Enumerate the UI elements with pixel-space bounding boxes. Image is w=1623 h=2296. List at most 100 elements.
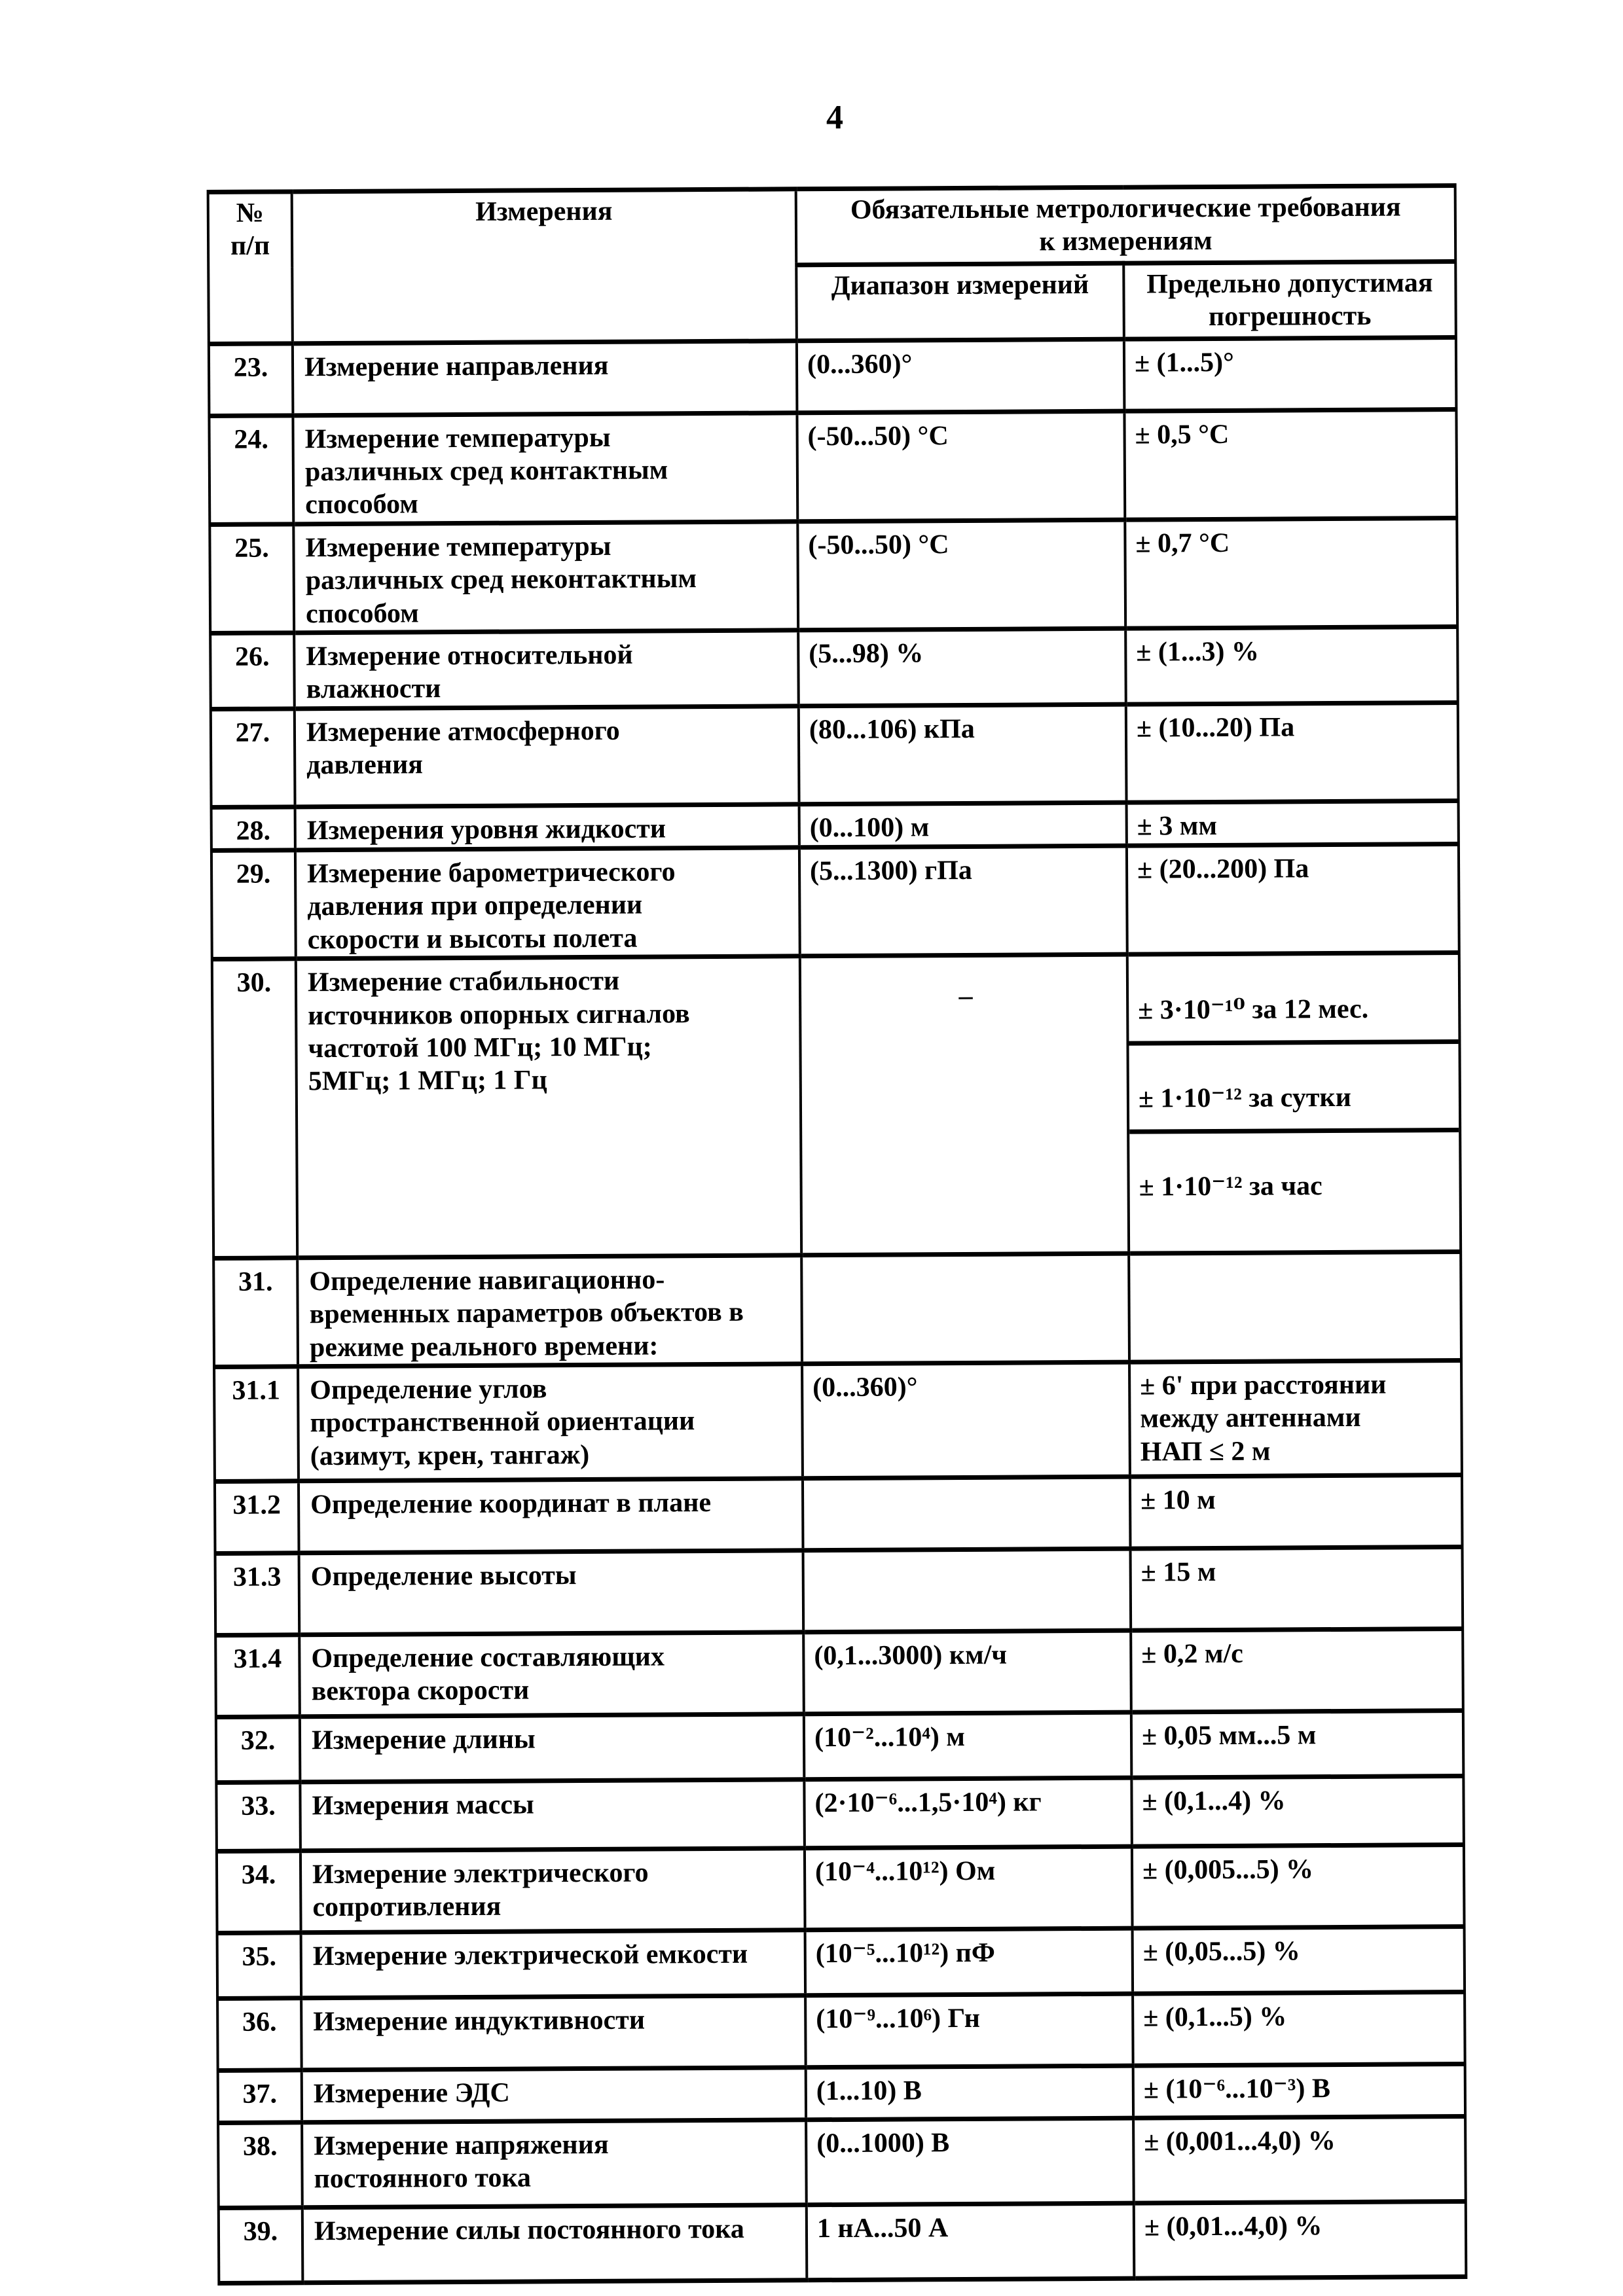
table-row: 33. Измерения массы (2·10⁻⁶...1,5·10⁴) к… [216, 1776, 1464, 1852]
row-num-cell: 29. [211, 850, 296, 960]
error-cell: ± (10⁻⁶...10⁻³) В [1133, 2064, 1466, 2119]
range-cell: (0...360)° [796, 338, 1125, 413]
table-row: 26. Измерение относительной влажности (5… [210, 626, 1458, 709]
measurement-cell: Измерение относительной влажности [294, 630, 799, 709]
table-row: 31.1 Определение углов пространственной … [214, 1360, 1462, 1482]
measurement-cell: Измерения уровня жидкости [295, 804, 799, 850]
row-num-cell: 35. [217, 1932, 302, 1999]
table-row: 36. Измерение индуктивности (10⁻⁹...10⁶)… [217, 1992, 1465, 2071]
measurement-cell: Измерение индуктивности [301, 1995, 806, 2070]
table-row: 30. Измерение стабильности источников оп… [211, 952, 1461, 1259]
row-num-cell: 31. [213, 1257, 299, 1367]
row-num-cell: 31.2 [214, 1480, 299, 1554]
error-cell: ± 0,2 м/с [1131, 1628, 1463, 1713]
error-cell: ± (0,1...4) % [1131, 1776, 1464, 1847]
table-row: 32. Измерение длины (10⁻²...10⁴) м ± 0,0… [215, 1710, 1464, 1783]
table-row: 37. Измерение ЭДС (1...10) В ± (10⁻⁶...1… [217, 2064, 1466, 2123]
table-row: 27. Измерение атмосферного давления (80.… [210, 702, 1459, 808]
row-num-cell: 31.1 [214, 1366, 299, 1482]
measurement-cell: Измерение атмосферного давления [294, 706, 799, 807]
error-cell: ± 3·10⁻¹⁰ за 12 мес. ± 1·10⁻¹² за сутки … [1127, 952, 1461, 1253]
range-cell: (80...106) кПа [798, 704, 1127, 804]
range-cell: (0...100) м [799, 802, 1127, 848]
range-cell: (-50...50) °С [797, 519, 1126, 630]
measurement-cell: Измерения массы [300, 1779, 805, 1851]
range-cell: (-50...50) °С [797, 410, 1125, 522]
row-num-cell: 26. [210, 632, 295, 709]
table-row: 31.2 Определение координат в плане ± 10 … [214, 1475, 1463, 1554]
error-subcell: ± 3·10⁻¹⁰ за 12 мес. [1129, 988, 1459, 1046]
measurement-cell: Измерение электрической емкости [301, 1929, 806, 1998]
error-cell: ± (1...5)° [1123, 337, 1457, 411]
error-cell: ± 3 мм [1126, 800, 1459, 846]
table-row: 23. Измерение направления (0...360)° ± (… [208, 337, 1457, 416]
table-row: 31. Определение навигационно- временных … [213, 1251, 1462, 1367]
measurement-cell: Определение навигационно- временных пара… [297, 1255, 803, 1367]
row-num-cell: 37. [217, 2070, 302, 2123]
measurement-cell: Определение высоты [299, 1550, 804, 1635]
error-cell: ± 0,5 °С [1124, 409, 1457, 520]
table-row: 39. Измерение силы постоянного тока 1 нА… [218, 2201, 1467, 2284]
table-row: 24. Измерение температуры различных сред… [209, 409, 1457, 525]
header-error: Предельно допустимая погрешность [1123, 261, 1456, 339]
range-cell: (1...10) В [805, 2066, 1134, 2120]
table-row: 34. Измерение электрического сопротивлен… [216, 1844, 1465, 1933]
error-cell: ± (0,005...5) % [1131, 1844, 1465, 1929]
measurement-cell: Измерение силы постоянного тока [302, 2204, 807, 2283]
table-header-row-1: № п/п Измерения Обязательные метрологиче… [208, 185, 1456, 344]
row-num-cell: 27. [210, 708, 295, 808]
row-num-cell: 32. [215, 1716, 301, 1783]
error-cell: ± 15 м [1130, 1547, 1463, 1631]
measurement-cell: Измерение длины [299, 1713, 805, 1782]
header-requirements: Обязательные метрологические требования … [795, 185, 1456, 265]
error-cell: ± 6' при расстоянии между антеннами НАП … [1129, 1360, 1462, 1477]
measurements-table: № п/п Измерения Обязательные метрологиче… [207, 183, 1468, 2286]
range-cell [802, 1477, 1131, 1551]
error-cell: ± (0,01...4,0) % [1133, 2201, 1467, 2279]
error-cell: ± (10...20) Па [1125, 702, 1459, 802]
measurement-cell: Измерение направления [292, 340, 797, 416]
table-row: 25. Измерение температуры различных сред… [210, 518, 1458, 634]
error-subcell: ± 1·10⁻¹² за сутки [1129, 1077, 1459, 1134]
error-cell: ± 10 м [1129, 1475, 1463, 1549]
header-num: № п/п [208, 191, 293, 344]
measurement-cell: Измерение напряжения постоянного тока [302, 2119, 807, 2208]
range-cell: (10⁻⁹...10⁶) Гн [805, 1994, 1133, 2068]
range-cell: – [799, 954, 1129, 1255]
error-cell: ± (0,1...5) % [1133, 1992, 1465, 2066]
range-cell: (10⁻²...10⁴) м [803, 1712, 1132, 1780]
table-row: 31.3 Определение высоты ± 15 м [215, 1547, 1463, 1636]
error-cell: ± (20...200) Па [1126, 844, 1459, 955]
measurement-cell: Измерение барометрического давления при … [295, 847, 800, 960]
range-cell: (10⁻⁴...10¹²) Ом [804, 1846, 1133, 1930]
row-num-cell: 30. [211, 959, 298, 1259]
error-cell: ± (1...3) % [1125, 626, 1458, 704]
measurement-cell: Измерение ЭДС [301, 2067, 807, 2123]
error-cell: ± 0,05 мм...5 м [1131, 1710, 1464, 1778]
measurement-cell: Определение углов пространственной ориен… [298, 1363, 803, 1481]
row-num-cell: 33. [216, 1782, 301, 1852]
row-num-cell: 31.3 [215, 1552, 300, 1636]
row-num-cell: 34. [216, 1850, 301, 1933]
row-num-cell: 38. [218, 2122, 302, 2208]
range-cell: (0...1000) В [806, 2118, 1134, 2205]
row-num-cell: 31.4 [215, 1634, 300, 1717]
header-measurements: Измерения [291, 188, 797, 344]
row-num-cell: 25. [210, 524, 295, 634]
range-cell: (2·10⁻⁶...1,5·10⁴) кг [804, 1778, 1132, 1848]
row-num-cell: 39. [218, 2207, 303, 2284]
table-row: 29. Измерение барометрического давления … [211, 844, 1459, 960]
range-cell [803, 1549, 1131, 1632]
row-num-cell: 36. [217, 1998, 302, 2071]
row-num-cell: 24. [209, 415, 294, 525]
range-cell: (10⁻⁵...10¹²) пФ [805, 1928, 1133, 1996]
measurement-cell: Определение составляющих вектора скорост… [299, 1632, 804, 1717]
table-row: 38. Измерение напряжения постоянного ток… [218, 2116, 1466, 2208]
measurement-cell: Измерение электрического сопротивления [300, 1848, 805, 1933]
row-num-cell: 23. [208, 343, 293, 416]
measurement-cell: Измерение температуры различных сред кон… [293, 412, 798, 524]
range-cell: 1 нА...50 А [806, 2203, 1135, 2280]
table-row: 31.4 Определение составляющих вектора ск… [215, 1628, 1463, 1717]
range-cell: (0,1...3000) км/ч [803, 1630, 1131, 1714]
range-cell: (5...98) % [798, 628, 1126, 706]
